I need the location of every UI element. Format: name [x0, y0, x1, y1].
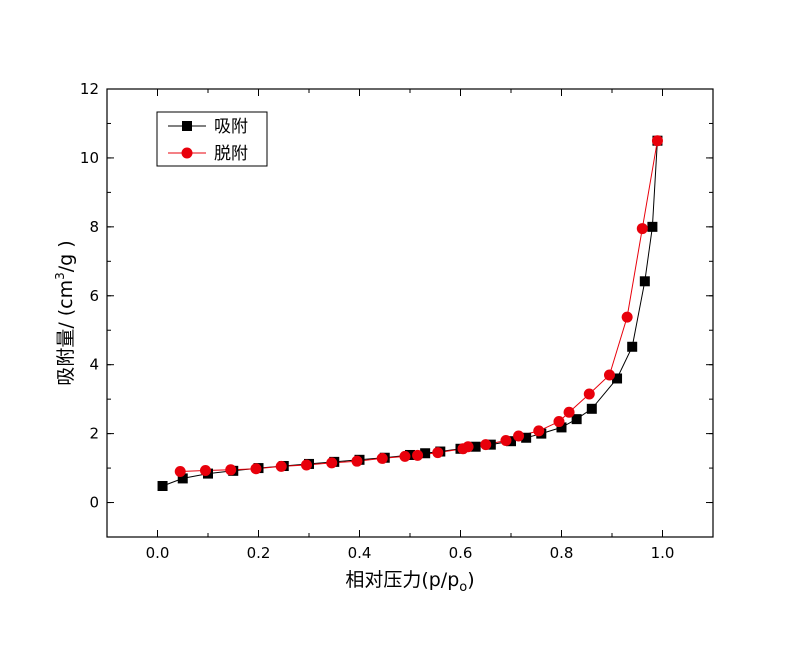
- data-point-desorption: [300, 459, 312, 471]
- data-point-adsorption: [639, 276, 650, 287]
- data-point-adsorption: [612, 373, 623, 384]
- data-point-desorption: [563, 406, 575, 418]
- data-point-desorption: [533, 425, 545, 437]
- series-line-0: [162, 140, 658, 487]
- legend-marker-desorption: [181, 147, 193, 159]
- data-point-adsorption: [521, 432, 532, 443]
- x-tick-label: 0.2: [247, 544, 271, 562]
- series-layer: [157, 135, 663, 491]
- data-point-adsorption: [556, 422, 567, 433]
- data-point-desorption: [636, 223, 648, 235]
- data-point-desorption: [583, 388, 595, 400]
- y-tick-label: 8: [89, 218, 99, 236]
- data-point-adsorption: [647, 221, 658, 232]
- data-point-adsorption: [470, 441, 481, 452]
- data-point-desorption: [500, 435, 512, 447]
- legend-marker-adsorption: [182, 121, 192, 131]
- legend-box: [156, 111, 268, 167]
- legend-label-desorption: 脱附: [214, 144, 248, 164]
- data-point-adsorption: [627, 341, 638, 352]
- x-axis-title-sub: o: [459, 580, 467, 595]
- y-tick-label: 12: [80, 80, 99, 98]
- y-tick-label: 4: [89, 356, 99, 374]
- y-tick-label: 2: [89, 425, 99, 443]
- series-line-1: [180, 140, 658, 472]
- data-point-desorption: [462, 441, 474, 453]
- data-point-adsorption: [586, 403, 597, 414]
- data-point-adsorption: [420, 448, 431, 459]
- data-point-desorption: [412, 449, 424, 461]
- y-axis-title: 吸附量/ (cm3/g ): [53, 240, 77, 385]
- data-point-desorption: [326, 457, 338, 469]
- data-point-desorption: [603, 369, 615, 381]
- data-point-adsorption: [157, 480, 168, 491]
- data-point-adsorption: [177, 473, 188, 484]
- data-point-desorption: [199, 464, 211, 476]
- data-point-desorption: [480, 439, 492, 451]
- data-point-desorption: [351, 455, 363, 467]
- x-axis-title-main: 相对压力(p/p: [345, 569, 459, 591]
- x-axis-title: 相对压力(p/po): [345, 569, 474, 595]
- x-tick-label: 1.0: [651, 544, 675, 562]
- data-point-desorption: [553, 416, 565, 428]
- data-point-desorption: [621, 311, 633, 323]
- y-axis-title-sup: 3: [53, 272, 67, 280]
- data-point-desorption: [275, 460, 287, 472]
- y-tick-label: 0: [89, 494, 99, 512]
- x-tick-label: 0.4: [348, 544, 372, 562]
- data-point-desorption: [513, 430, 525, 442]
- data-point-desorption: [174, 466, 186, 478]
- x-tick-label: 0.6: [449, 544, 473, 562]
- y-tick-label: 10: [80, 149, 99, 167]
- y-tick-label: 6: [89, 287, 99, 305]
- data-point-desorption: [651, 135, 663, 147]
- data-point-desorption: [250, 463, 262, 475]
- data-point-adsorption: [571, 414, 582, 425]
- y-axis-title-main: 吸附量/ (cm: [55, 280, 77, 386]
- x-tick-label: 0.0: [146, 544, 170, 562]
- x-tick-label: 0.8: [550, 544, 574, 562]
- legend-label-adsorption: 吸附: [214, 117, 248, 137]
- axis-ticks: 0.0 0.2 0.4 0.6 0.8 1.0 0 2 4 6 8 10 12: [80, 80, 714, 562]
- data-point-desorption: [399, 450, 411, 462]
- data-point-desorption: [432, 447, 444, 459]
- x-axis-title-close: ): [467, 569, 474, 591]
- legend: 吸附 脱附: [156, 111, 268, 167]
- data-point-desorption: [376, 452, 388, 464]
- data-point-desorption: [225, 464, 237, 476]
- y-axis-title-close: /g ): [55, 240, 77, 272]
